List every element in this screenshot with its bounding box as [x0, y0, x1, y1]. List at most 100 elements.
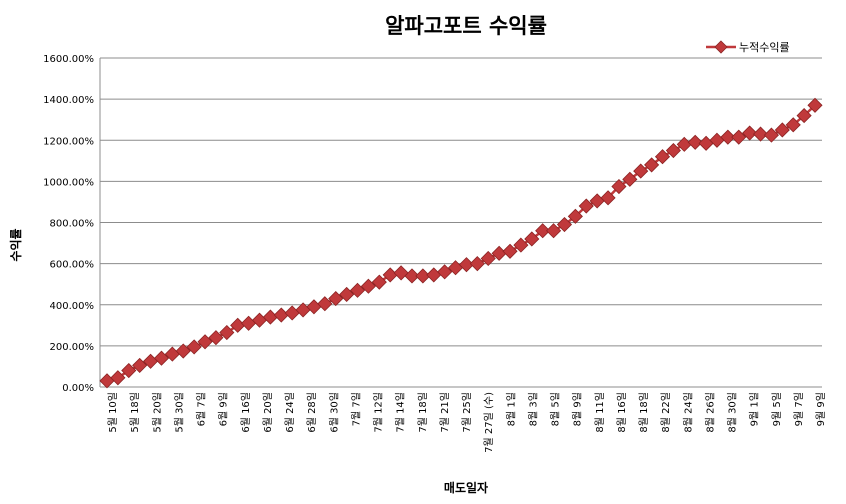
legend: 누적수익률 [706, 40, 790, 54]
x-tick-label: 8월 9일 [572, 392, 584, 426]
data-point [110, 370, 126, 386]
data-point [556, 216, 573, 233]
data-point [622, 171, 638, 187]
x-tick-label: 7월 21일 [439, 392, 451, 433]
data-point [742, 125, 758, 141]
data-point [437, 264, 453, 280]
data-point [502, 243, 518, 259]
data-point [349, 282, 366, 298]
data-point [524, 231, 540, 247]
data-point [578, 198, 594, 214]
data-point [785, 117, 801, 133]
legend-marker [714, 40, 728, 54]
y-tick-label: 400.00% [50, 301, 95, 312]
data-point [404, 268, 420, 284]
y-tick-label: 1200.00% [43, 136, 94, 147]
data-point [273, 307, 289, 323]
x-tick-label: 8월 18일 [638, 392, 650, 433]
x-tick-label: 8월 16일 [616, 392, 628, 433]
x-tick-label: 7월 7일 [350, 392, 362, 426]
legend-label: 누적수익률 [739, 41, 790, 54]
data-point [262, 309, 278, 325]
x-tick-label: 6월 7일 [196, 392, 208, 426]
x-tick-labels: 5월 10일 5월 18일 5월 20일 5월 30일 6월 7일 6월 9일 6월 16일… [107, 392, 827, 453]
data-point [371, 274, 387, 290]
data-point [175, 343, 191, 359]
y-tick-label: 200.00% [50, 342, 95, 353]
data-point [687, 134, 703, 150]
x-tick-label: 7월 25일 [461, 392, 473, 433]
y-tick-labels: 0.00% 200.00% 400.00% 600.00% 800.00% 1000.00… [43, 54, 94, 394]
data-point [774, 122, 790, 138]
x-tick-label: 8월 30일 [727, 392, 739, 433]
data-point [752, 126, 769, 142]
data-point [720, 129, 736, 145]
x-tick-label: 5월 10일 [107, 392, 119, 433]
data-point [763, 127, 779, 143]
y-tick-label: 800.00% [50, 219, 95, 230]
data-point [426, 267, 442, 283]
data-point [546, 223, 562, 239]
data-point [99, 373, 115, 389]
grid-layer [99, 57, 822, 388]
data-point [567, 208, 583, 224]
data-point [600, 190, 616, 206]
x-axis-label: 매도일자 [444, 480, 488, 495]
x-tick-label: 8월 24일 [682, 392, 694, 433]
series-layer [99, 97, 823, 389]
x-tick-label: 6월 9일 [218, 392, 230, 426]
x-tick-label: 8월 26일 [704, 392, 716, 433]
x-tick-label: 6월 20일 [262, 392, 274, 433]
data-point [121, 362, 137, 379]
y-tick-label: 600.00% [50, 260, 95, 271]
x-tick-label: 6월 24일 [284, 392, 296, 433]
data-point [284, 305, 300, 321]
x-tick-label: 9월 7일 [793, 392, 805, 426]
y-tick-label: 1400.00% [43, 95, 94, 106]
x-tick-label: 7월 18일 [417, 392, 429, 433]
data-point [665, 142, 681, 159]
data-point [197, 334, 213, 350]
y-tick-label: 0.00% [62, 383, 94, 394]
data-point [796, 108, 812, 124]
x-tick-label: 5월 18일 [129, 392, 141, 433]
y-tick-label: 1600.00% [43, 54, 94, 65]
data-point [535, 223, 551, 239]
data-point [611, 178, 627, 195]
x-tick-label: 7월 12일 [373, 392, 385, 433]
chart-title: 알파고포트 수익률 [385, 14, 547, 38]
data-point [208, 330, 224, 346]
x-tick-label: 7월 14일 [395, 392, 407, 433]
x-tick-label: 5월 20일 [151, 392, 163, 433]
data-point [328, 291, 344, 307]
x-tick-label: 5월 30일 [173, 392, 185, 433]
x-tick-label: 7월 27일 (수) [483, 392, 495, 453]
data-point [219, 324, 235, 341]
data-point [360, 278, 376, 294]
x-tick-label: 8월 3일 [527, 392, 539, 426]
data-point [317, 296, 333, 312]
x-tick-label: 9월 1일 [749, 392, 761, 426]
data-point [698, 135, 714, 151]
data-point [709, 132, 725, 148]
x-tick-label: 6월 16일 [240, 392, 252, 433]
x-tick-label: 8월 1일 [505, 392, 517, 426]
data-point [633, 163, 649, 179]
data-point [393, 265, 409, 281]
data-point [241, 315, 257, 331]
y-axis-label: 수익률 [9, 228, 23, 261]
x-tick-label: 8월 5일 [550, 392, 562, 426]
data-point [513, 237, 529, 253]
y-tick-label: 1000.00% [43, 177, 94, 188]
data-point [382, 267, 398, 283]
data-point [230, 317, 246, 333]
x-tick-label: 6월 30일 [328, 392, 340, 433]
data-point [480, 250, 496, 267]
data-point [644, 157, 660, 173]
data-point [153, 350, 170, 366]
x-tick-label: 8월 22일 [660, 392, 672, 433]
data-point [186, 339, 202, 355]
data-point [251, 312, 268, 328]
data-point [731, 129, 747, 145]
